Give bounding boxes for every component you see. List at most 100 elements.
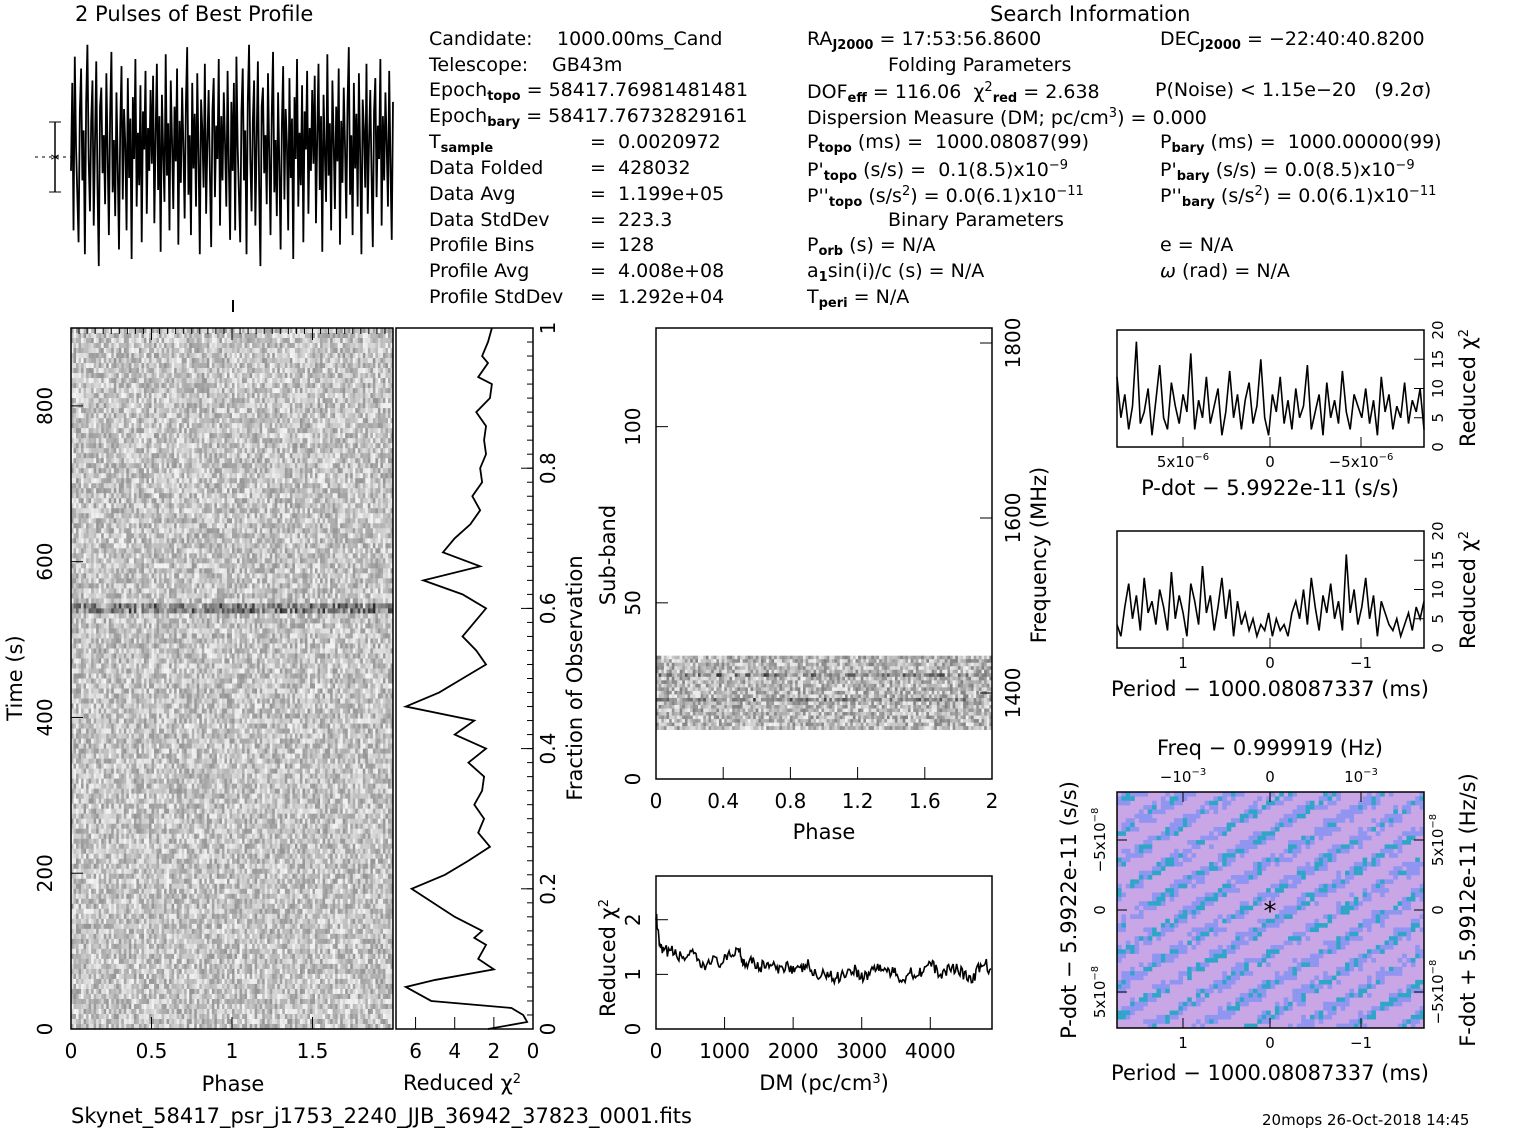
tp-cell (325, 393, 328, 399)
tp-cell (347, 508, 351, 514)
tp-cell (345, 403, 349, 409)
tp-cell (113, 358, 117, 364)
tp-cell (93, 468, 97, 474)
tp-cell (171, 368, 175, 374)
tp-cell (237, 373, 240, 379)
tp-cell (335, 348, 338, 354)
tp-cell (123, 513, 127, 519)
tp-cell (169, 428, 172, 434)
tp-cell (390, 468, 393, 474)
tp-cell (287, 343, 291, 349)
tp-cell (267, 363, 271, 369)
tp-cell (174, 338, 177, 344)
tp-cell (247, 518, 250, 524)
tp-cell (71, 438, 74, 444)
tp-cell (357, 488, 361, 494)
tp-cell (304, 343, 308, 349)
tp-cell (174, 438, 177, 444)
tp-cell (287, 378, 291, 384)
tp-cell (317, 453, 321, 459)
tp-cell (272, 338, 276, 344)
tp-cell (164, 348, 167, 354)
tp-cell (108, 363, 112, 369)
tp-cell (322, 338, 326, 344)
tp-cell (204, 403, 208, 409)
tp-cell (76, 363, 79, 369)
tp-cell (219, 408, 223, 414)
tp-cell (184, 348, 188, 354)
tp-cell (141, 418, 145, 424)
tp-cell (390, 358, 393, 364)
tp-cell (128, 413, 132, 419)
tp-cell (93, 378, 97, 384)
tp-cell (350, 463, 354, 469)
tp-cell (340, 453, 343, 459)
tp-cell (325, 333, 328, 339)
tp-cell (83, 443, 87, 449)
tp-cell (83, 363, 87, 369)
tp-cell (108, 493, 112, 499)
tp-cell (159, 423, 162, 429)
tp-cell (317, 473, 321, 479)
tp-cell (161, 368, 165, 374)
tp-cell (136, 503, 140, 509)
tp-cell (244, 378, 248, 384)
tp-cell (196, 328, 200, 334)
tp-cell (138, 413, 142, 419)
tp-cell (211, 358, 215, 364)
tp-cell (121, 353, 125, 359)
tp-cell (249, 423, 253, 429)
tp-cell (186, 383, 190, 389)
tp-cell (101, 453, 105, 459)
tp-cell (302, 503, 306, 509)
tp-cell (367, 478, 371, 484)
tp-cell (138, 368, 142, 374)
tp-cell (377, 468, 381, 474)
tp-cell (156, 358, 160, 364)
tp-cell (209, 463, 213, 469)
tp-cell (284, 428, 288, 434)
tp-cell (342, 333, 346, 339)
tp-cell (148, 393, 152, 399)
tp-cell (209, 488, 213, 494)
tp-cell (169, 338, 172, 344)
tp-cell (254, 368, 258, 374)
tp-cell (345, 483, 349, 489)
tp-cell (322, 458, 326, 464)
tp-cell (103, 443, 107, 449)
tp-cell (86, 428, 89, 434)
tp-cell (214, 373, 218, 379)
tp-cell (71, 483, 74, 489)
tp-cell (262, 438, 266, 444)
tp-cell (211, 473, 215, 479)
tp-cell (380, 388, 384, 394)
tp-cell (164, 483, 167, 489)
tp-cell (382, 388, 386, 394)
tp-cell (148, 403, 152, 409)
tp-cell (171, 493, 175, 499)
tp-cell (179, 333, 182, 339)
tp-cell (214, 503, 218, 509)
tp-cell (229, 438, 233, 444)
tp-cell (171, 393, 175, 399)
tp-cell (357, 463, 361, 469)
tp-cell (154, 383, 157, 389)
tp-cell (242, 438, 245, 444)
tp-cell (209, 363, 213, 369)
tp-cell (239, 448, 243, 454)
tp-cell (101, 473, 105, 479)
tp-cell (244, 438, 248, 444)
tp-cell (226, 348, 230, 354)
tp-cell (362, 373, 366, 379)
tp-cell (387, 378, 391, 384)
tp-cell (377, 358, 381, 364)
tp-cell (133, 428, 137, 434)
tp-cell (161, 473, 165, 479)
tp-cell (367, 413, 371, 419)
tp-cell (342, 428, 346, 434)
tp-cell (143, 493, 147, 499)
tp-cell (71, 498, 74, 504)
tp-cell (141, 473, 145, 479)
tp-cell (219, 388, 223, 394)
tp-cell (116, 468, 120, 474)
